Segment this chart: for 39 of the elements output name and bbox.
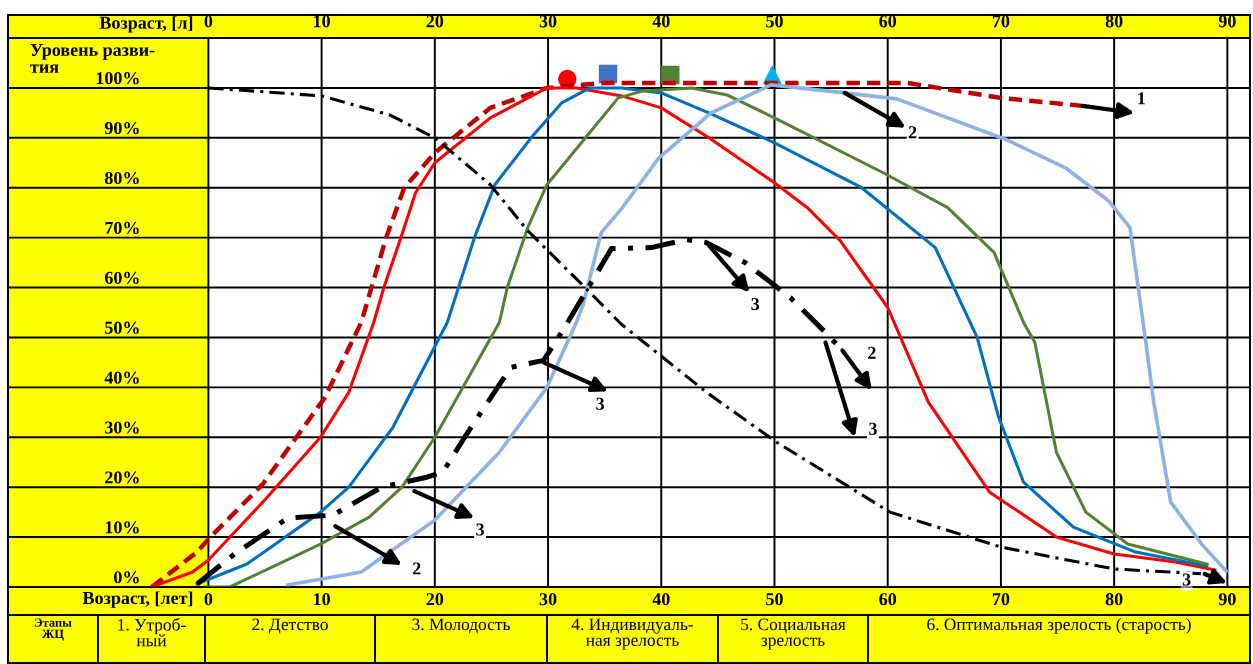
annotation: 3 [869,422,877,435]
y-tick-label: 20% [105,471,139,484]
x-tick-label: 20 [426,593,444,606]
annotation: 2 [868,346,876,359]
x-tick-label: 30 [539,593,557,606]
text: 3. Молодость [412,618,510,634]
x-tick-label: 10 [314,593,330,606]
x-tick-label: 80 [1105,593,1123,606]
text: Этапы ЖЦ [34,618,72,641]
y-tick-label: 10% [105,521,139,534]
text: 6. Оптимальная зрелость (старость) [927,618,1191,634]
text: 2. Детство [252,618,328,634]
annotation: 1 [1138,92,1145,105]
text: 5. Социальная зрелость [741,618,846,650]
x-tick-label: 90 [1218,593,1236,606]
x-tick-label: 50 [766,593,783,606]
annotation: 2 [412,562,421,575]
y-tick-label: 30% [105,421,139,434]
annotation: 2 [908,126,917,139]
y-tick-label: 60% [104,271,139,284]
annotation: 3 [751,297,760,311]
y-tick-label: 100% [96,72,139,85]
y-tick-label: 0% [114,571,139,584]
annotation: 3 [476,523,485,536]
y-tick-label: 50% [105,321,139,334]
x-tick-label: 40 [652,593,670,606]
y-tick-label: 70% [105,221,139,235]
x-axis-title: Возраст, [лет] [82,591,193,608]
text: 1. Утроб- ный [118,618,186,647]
y-tick-label: 40% [104,371,139,384]
text: 4. Индивидуаль- ная зрелость [571,618,694,650]
x-tick-label: 60 [879,593,897,606]
x-tick-label: 70 [992,593,1010,606]
y-tick-label: 90% [104,121,139,135]
x-tick-label: 0 [204,593,213,606]
annotation: 3 [596,397,605,410]
annotation: 3 [1182,573,1191,586]
y-tick-label: 80% [104,171,139,185]
y-axis-title: Уровень разви- тия [30,44,155,73]
